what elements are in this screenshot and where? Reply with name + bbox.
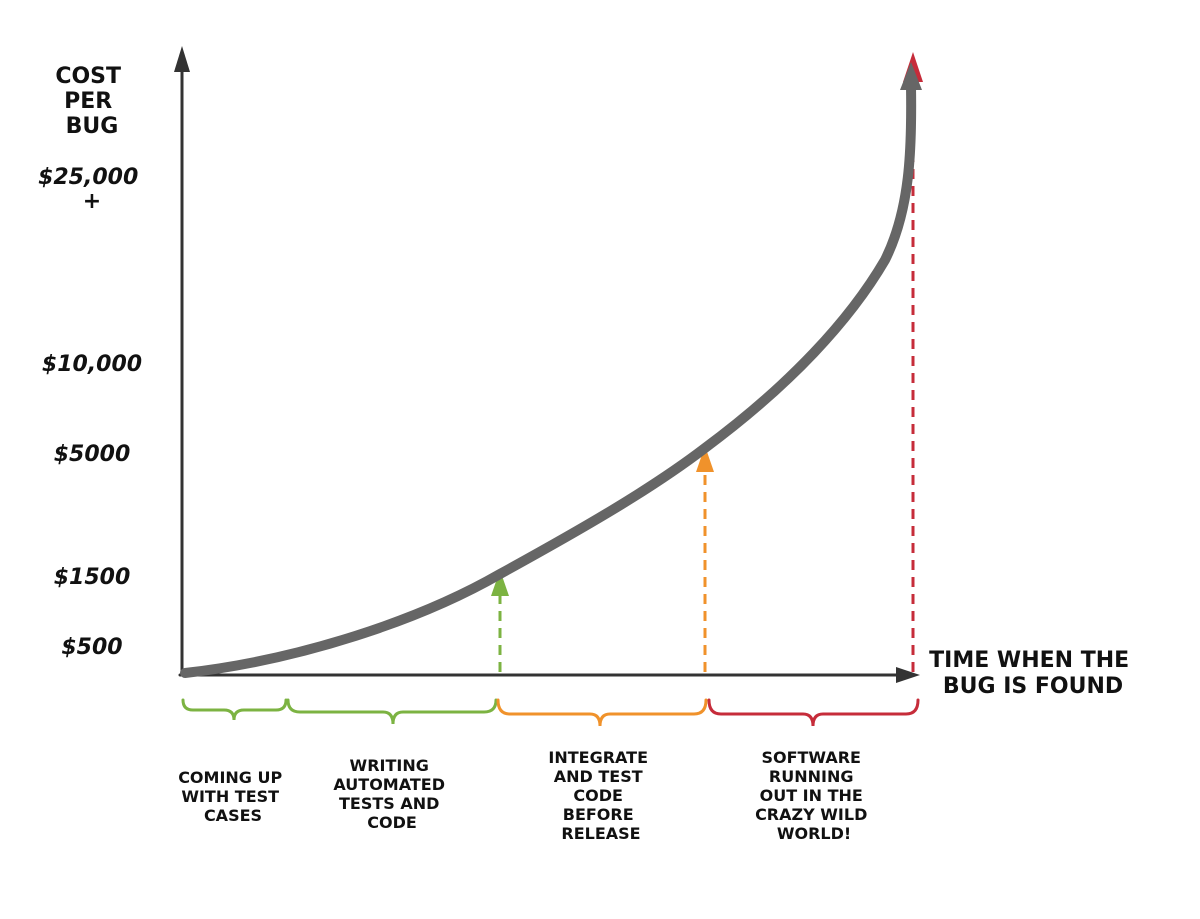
y-tick-label-5000: $5000 bbox=[54, 442, 131, 467]
phase-brace-1 bbox=[181, 698, 288, 721]
y-tick-label-500: $500 bbox=[61, 635, 122, 660]
y-axis bbox=[174, 46, 190, 677]
x-axis-title: TIME WHEN THE BUG IS FOUND bbox=[929, 648, 1137, 699]
x-axis-arrowhead bbox=[896, 667, 920, 683]
phase-label-3: INTEGRATE AND TEST CODE BEFORE RELEASE bbox=[548, 748, 653, 843]
phase-label-1: COMING UP WITH TEST CASES bbox=[178, 768, 288, 825]
y-tick-label-25000: $25,000 + bbox=[38, 165, 146, 214]
y-axis-title: COST PER BUG bbox=[55, 64, 128, 139]
orange-dashed-arrow bbox=[696, 446, 714, 672]
cost-curve-arrowhead bbox=[900, 62, 922, 90]
x-axis bbox=[178, 667, 920, 683]
green-dashed-arrow bbox=[491, 570, 509, 672]
cost-curve bbox=[180, 62, 922, 678]
y-tick-label-10000: $10,000 bbox=[42, 352, 142, 377]
phase-brace-4 bbox=[707, 698, 920, 727]
y-axis-arrowhead bbox=[174, 46, 190, 72]
phase-brace-2 bbox=[286, 698, 498, 725]
phase-label-4: SOFTWARE RUNNING OUT IN THE CRAZY WILD W… bbox=[755, 748, 873, 843]
phase-brace-3 bbox=[496, 698, 708, 727]
y-tick-label-1500: $1500 bbox=[54, 565, 131, 590]
phase-label-2: WRITING AUTOMATED TESTS AND CODE bbox=[333, 756, 450, 832]
